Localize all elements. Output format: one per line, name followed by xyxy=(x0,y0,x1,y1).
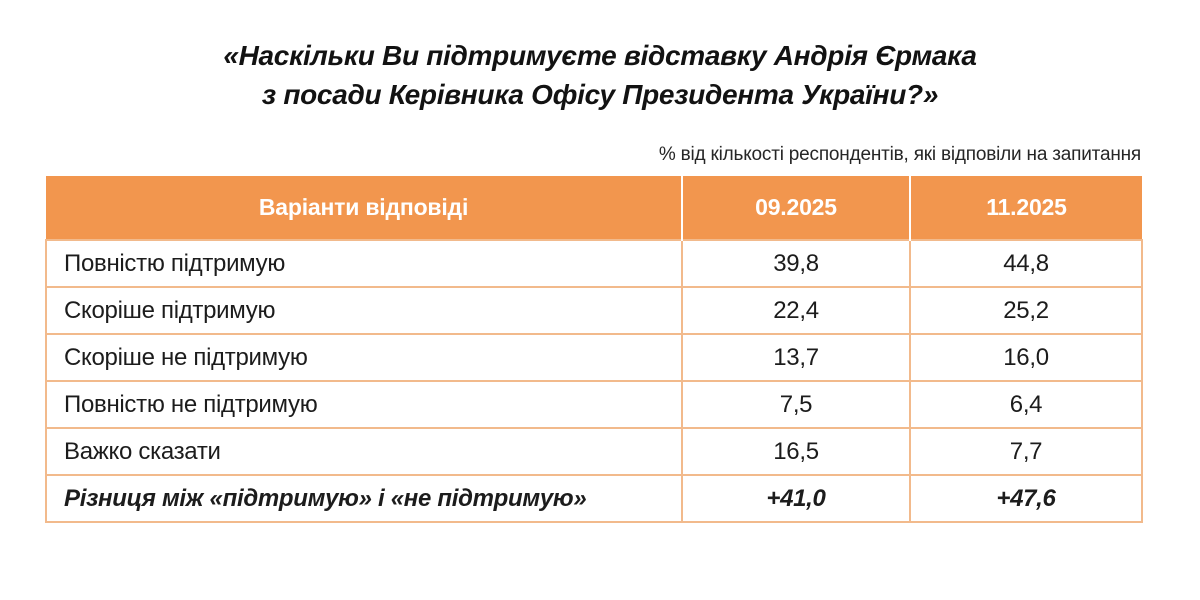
column-header-09-2025: 09.2025 xyxy=(681,176,910,240)
row-label: Повністю підтримую xyxy=(45,239,683,288)
title-line-2: з посади Керівника Офісу Президента Укра… xyxy=(261,79,939,110)
row-value-09-2025: +41,0 xyxy=(681,474,911,523)
row-value-11-2025: 16,0 xyxy=(909,333,1143,382)
row-value-09-2025: 7,5 xyxy=(681,380,911,429)
table-row: Важко сказати 16,5 7,7 xyxy=(45,427,1143,476)
row-label: Різниця між «підтримую» і «не підтримую» xyxy=(45,474,683,523)
table-row: Скоріше підтримую 22,4 25,2 xyxy=(45,286,1143,335)
row-value-09-2025: 22,4 xyxy=(681,286,911,335)
subtitle-note: % від кількості респондентів, які відпов… xyxy=(658,144,1141,165)
row-label: Скоріше не підтримую xyxy=(45,333,683,382)
row-label: Важко сказати xyxy=(45,427,683,476)
column-header-answer-options: Варіанти відповіді xyxy=(46,176,682,240)
row-value-09-2025: 39,8 xyxy=(681,239,911,288)
header-row: Варіанти відповіді 09.2025 11.2025 xyxy=(46,176,1142,240)
row-value-11-2025: 6,4 xyxy=(909,380,1143,429)
results-table: Варіанти відповіді 09.2025 11.2025 Повні… xyxy=(45,176,1143,523)
row-value-11-2025: 25,2 xyxy=(909,286,1143,335)
row-value-11-2025: 7,7 xyxy=(909,427,1143,476)
title-line-1: «Наскільки Ви підтримуєте відставку Андр… xyxy=(223,40,977,71)
table-row: Повністю підтримую 39,8 44,8 xyxy=(45,239,1143,288)
row-label: Повністю не підтримую xyxy=(45,380,683,429)
column-header-11-2025: 11.2025 xyxy=(909,176,1142,240)
row-value-09-2025: 13,7 xyxy=(681,333,911,382)
row-value-11-2025: 44,8 xyxy=(909,239,1143,288)
table-row: Повністю не підтримую 7,5 6,4 xyxy=(45,380,1143,429)
page-title: «Наскільки Ви підтримуєте відставку Андр… xyxy=(0,36,1200,114)
row-label: Скоріше підтримую xyxy=(45,286,683,335)
row-value-09-2025: 16,5 xyxy=(681,427,911,476)
row-value-11-2025: +47,6 xyxy=(909,474,1143,523)
table-row: Скоріше не підтримую 13,7 16,0 xyxy=(45,333,1143,382)
difference-summary-row: Різниця між «підтримую» і «не підтримую»… xyxy=(45,474,1143,523)
